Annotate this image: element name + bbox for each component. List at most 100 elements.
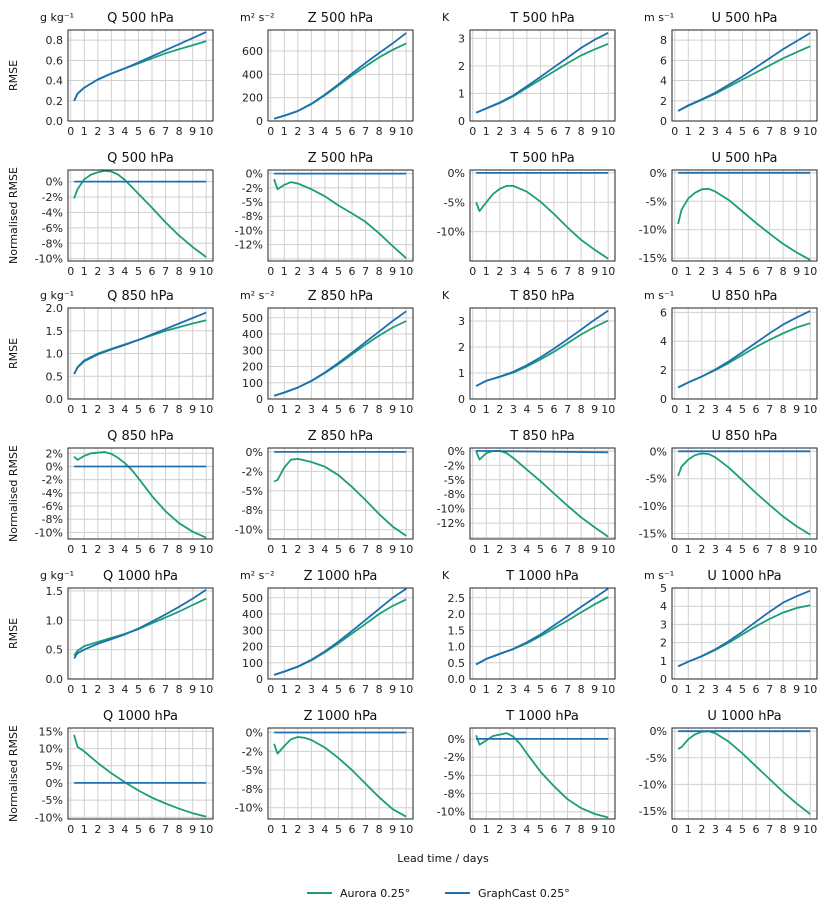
x-tick-label: 7 (162, 683, 169, 696)
x-tick-label: 4 (121, 265, 128, 278)
x-tick-label: 3 (510, 543, 517, 556)
x-tick-label: 0 (671, 265, 678, 278)
x-tick-label: 0 (67, 265, 74, 278)
x-tick-label: 10 (399, 403, 413, 416)
y-tick-label: -5% (646, 473, 667, 486)
axes-frame (671, 307, 818, 400)
x-tick-label: 6 (149, 823, 156, 836)
x-tick-label: 7 (766, 683, 773, 696)
axes-frame (67, 307, 214, 400)
panel-1-2: 0 1 2 3 4 5 6 7 8 9 10 0% -5% -10% T 500 hPa (437, 151, 616, 278)
panel-0-0: 0 1 2 3 4 5 6 7 8 9 10 0.0 0.2 0.4 0.6 0.8 Q 500 hPa g kg… (40, 11, 214, 138)
x-tick-label: 5 (335, 125, 342, 138)
panel-1-0: 0 1 2 3 4 5 6 7 8 9 10 0% -2% -4% -6% -8% -10% Q 500 hPa (35, 151, 214, 278)
x-tick-label: 10 (399, 823, 413, 836)
y-tick-label: 0.5 (46, 644, 64, 657)
x-tick-label: 9 (189, 543, 196, 556)
x-tick-label: 4 (321, 543, 328, 556)
x-tick-label: 9 (591, 265, 598, 278)
panel-title: U 1000 hPa (707, 569, 781, 584)
axes-frame (469, 447, 616, 540)
x-tick-label: 8 (176, 823, 183, 836)
y-tick-label: -10% (235, 524, 263, 537)
series-line-graphcast (476, 450, 609, 454)
x-tick-label: 9 (793, 543, 800, 556)
y-tick-label: -2% (242, 465, 263, 478)
x-tick-label: 7 (162, 265, 169, 278)
x-tick-label: 6 (349, 265, 356, 278)
x-tick-label: 2 (294, 403, 301, 416)
y-tick-label: 0 (660, 673, 667, 686)
series-line-graphcast (677, 32, 811, 112)
x-tick-label: 7 (564, 125, 571, 138)
panel-title: U 500 hPa (711, 11, 777, 26)
y-tick-label: 0% (46, 460, 63, 473)
y-tick-label: -10% (639, 500, 667, 513)
x-tick-label: 1 (281, 265, 288, 278)
series-line-aurora (677, 452, 811, 536)
y-tick-label: 2 (458, 341, 465, 354)
series-line-graphcast (73, 589, 207, 659)
y-tick-label: -5% (444, 474, 465, 487)
series-line-aurora (273, 178, 407, 259)
x-tick-label: 7 (362, 543, 369, 556)
x-tick-label: 8 (780, 265, 787, 278)
panel-title: T 1000 hPa (505, 709, 579, 724)
axes-frame (67, 727, 214, 820)
x-tick-label: 5 (739, 125, 746, 138)
axes-frame (671, 727, 818, 820)
y-tick-label: 0.2 (46, 95, 64, 108)
x-tick-label: 3 (108, 265, 115, 278)
row-ylabel-0: RMSE (7, 60, 20, 91)
y-tick-label: -2% (444, 751, 465, 764)
x-tick-label: 1 (81, 683, 88, 696)
x-tick-label: 8 (176, 265, 183, 278)
x-tick-label: 7 (162, 823, 169, 836)
x-tick-label: 1 (81, 403, 88, 416)
x-tick-label: 7 (766, 543, 773, 556)
x-tick-label: 7 (766, 403, 773, 416)
y-tick-label: -10% (437, 503, 465, 516)
y-tick-label: 2 (660, 95, 667, 108)
x-tick-label: 4 (725, 125, 732, 138)
y-tick-label: -2% (444, 459, 465, 472)
x-tick-label: 8 (578, 403, 585, 416)
x-tick-label: 8 (780, 125, 787, 138)
y-tick-label: 500 (242, 312, 263, 325)
x-tick-label: 0 (469, 683, 476, 696)
x-tick-label: 9 (591, 403, 598, 416)
x-tick-label: 5 (537, 823, 544, 836)
x-tick-label: 8 (578, 125, 585, 138)
y-tick-label: 2.0 (46, 302, 64, 315)
series-line-aurora (73, 451, 207, 539)
x-tick-label: 0 (267, 683, 274, 696)
panel-title: Z 850 hPa (308, 429, 373, 444)
y-tick-label: 2 (660, 637, 667, 650)
y-tick-label: -8% (42, 513, 63, 526)
x-tick-label: 6 (149, 543, 156, 556)
panel-title: Z 1000 hPa (304, 569, 378, 584)
x-tick-label: 5 (739, 823, 746, 836)
x-tick-label: 7 (362, 265, 369, 278)
x-tick-label: 9 (591, 823, 598, 836)
x-tick-label: 7 (564, 823, 571, 836)
panel-title: Q 850 hPa (107, 289, 174, 304)
x-tick-label: 10 (199, 543, 213, 556)
y-tick-label: -10% (639, 224, 667, 237)
x-tick-label: 3 (712, 403, 719, 416)
x-tick-label: 3 (712, 265, 719, 278)
x-tick-label: 6 (149, 125, 156, 138)
y-tick-label: -12% (235, 239, 263, 252)
x-tick-label: 6 (349, 823, 356, 836)
x-tick-label: 9 (189, 683, 196, 696)
legend-label-aurora: Aurora 0.25° (340, 887, 410, 900)
y-tick-label: 0 (458, 393, 465, 406)
x-tick-label: 0 (469, 403, 476, 416)
x-tick-label: 1 (483, 683, 490, 696)
row-ylabel-5: Normalised RMSE (7, 725, 20, 822)
x-tick-label: 2 (698, 683, 705, 696)
